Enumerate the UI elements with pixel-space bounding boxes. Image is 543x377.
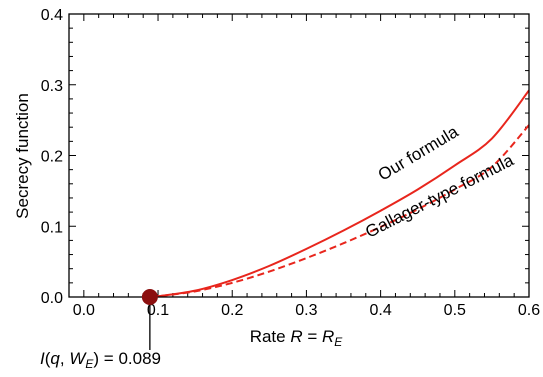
ticks-layer <box>68 13 530 298</box>
ann-label-q: q <box>50 349 60 368</box>
ann-label-open: ( <box>45 349 51 368</box>
y-tick-label: 0.3 <box>41 78 63 95</box>
x-axis-title-sub: E <box>334 335 343 349</box>
y-tick-label: 0.2 <box>41 149 63 166</box>
y-tick-label: 0.0 <box>41 290 63 307</box>
x-axis-title: Rate R = RE <box>250 327 344 349</box>
ann-label-sub: E <box>85 357 94 371</box>
plot-frame <box>68 13 530 298</box>
tick-labels-layer: 0.0 0.1 0.2 0.3 0.4 0.5 0.6 0.0 0.1 0.2 0.3 0.4 <box>41 7 540 319</box>
x-tick-label: 0.6 <box>518 302 540 319</box>
ann-label-close: ) <box>93 349 99 368</box>
x-axis-title-var2: R <box>322 327 334 346</box>
x-axis-title-prefix: Rate <box>250 327 291 346</box>
series-line-gallager-formula <box>149 124 530 298</box>
ann-label-comma: , <box>60 349 69 368</box>
x-tick-label: 0.4 <box>369 302 391 319</box>
series-line-our-formula <box>149 89 530 299</box>
series-layer <box>149 89 530 299</box>
ann-label-value: 0.089 <box>118 349 161 368</box>
annotation-marker <box>141 289 158 305</box>
x-axis-title-var: R <box>290 327 302 346</box>
annotation-label: I(q, WE) = 0.089 <box>40 349 161 371</box>
ann-label-w: W <box>69 349 87 368</box>
y-tick-label: 0.4 <box>41 7 63 24</box>
x-tick-label: 0.2 <box>221 302 243 319</box>
x-tick-label: 0.1 <box>147 302 169 319</box>
y-tick-label: 0.1 <box>41 219 63 236</box>
x-tick-label: 0.5 <box>444 302 466 319</box>
y-axis-title: Secrecy function <box>13 93 32 219</box>
x-axis-title-eq: = <box>303 327 322 346</box>
ann-label-eq: = <box>99 349 118 368</box>
x-tick-label: 0.0 <box>73 302 95 319</box>
ann-label-i: I <box>40 349 45 368</box>
x-tick-label: 0.3 <box>295 302 317 319</box>
